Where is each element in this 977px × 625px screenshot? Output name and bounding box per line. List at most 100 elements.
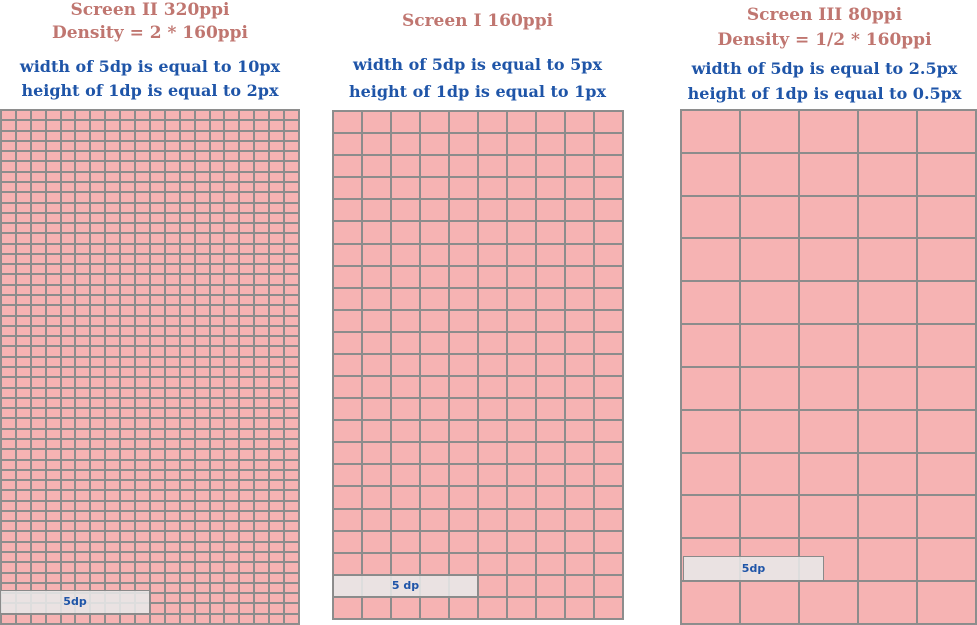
pixel-cell: [917, 452, 976, 496]
pixel-cell: [420, 111, 449, 134]
screen-ii-5dp-bar: 5dp: [0, 590, 150, 614]
pixel-cell: [120, 212, 136, 224]
pixel-cell: [120, 377, 136, 388]
pixel-cell: [45, 315, 61, 326]
pixel-cell: [449, 442, 478, 465]
pixel-cell: [269, 130, 285, 141]
pixel-cell: [391, 243, 420, 266]
pixel-cell: [362, 530, 391, 553]
pixel-cell: [135, 223, 150, 234]
pixel-cell: [149, 202, 165, 213]
pixel-cell: [135, 397, 150, 409]
pixel-cell: [565, 287, 594, 310]
pixel-cell: [60, 449, 76, 460]
pixel-cell: [239, 233, 255, 244]
pixel-cell: [194, 418, 210, 429]
pixel-cell: [254, 428, 270, 439]
pixel-cell: [209, 428, 225, 439]
pixel-cell: [135, 212, 150, 224]
pixel-cell: [420, 199, 449, 222]
pixel-cell: [60, 459, 76, 470]
pixel-cell: [917, 238, 976, 282]
pixel-cell: [194, 449, 210, 460]
pixel-cell: [391, 221, 420, 244]
pixel-cell: [179, 418, 195, 429]
pixel-cell: [239, 120, 255, 131]
pixel-cell: [15, 305, 31, 316]
pixel-cell: [224, 418, 240, 429]
pixel-cell: [478, 199, 507, 222]
pixel-cell: [209, 562, 225, 573]
pixel-cell: [284, 480, 299, 491]
pixel-cell: [209, 366, 225, 378]
pixel-cell: [120, 274, 136, 285]
pixel-cell: [536, 221, 565, 244]
pixel-cell: [149, 562, 165, 573]
pixel-cell: [45, 428, 61, 439]
pixel-cell: [799, 452, 858, 496]
pixel-cell: [362, 376, 391, 399]
pixel-cell: [681, 324, 740, 367]
pixel-cell: [478, 177, 507, 200]
pixel-cell: [60, 305, 76, 316]
pixel-cell: [149, 377, 165, 388]
pixel-cell: [75, 243, 91, 254]
pixel-cell: [239, 418, 255, 429]
pixel-cell: [60, 377, 76, 388]
pixel-cell: [858, 195, 917, 239]
pixel-cell: [224, 233, 240, 244]
pixel-cell: [120, 264, 136, 275]
pixel-cell: [917, 324, 976, 367]
pixel-cell: [15, 572, 31, 583]
pixel-cell: [284, 110, 299, 121]
pixel-cell: [164, 377, 180, 388]
pixel-cell: [917, 409, 976, 453]
pixel-cell: [45, 613, 61, 624]
pixel-cell: [594, 111, 623, 134]
pixel-cell: [799, 495, 858, 539]
pixel-cell: [90, 212, 106, 224]
pixel-cell: [120, 562, 136, 573]
pixel-cell: [120, 613, 136, 624]
pixel-cell: [179, 253, 195, 265]
pixel-cell: [565, 155, 594, 178]
pixel-cell: [75, 233, 91, 244]
pixel-cell: [917, 538, 976, 582]
pixel-cell: [45, 480, 61, 491]
pixel-cell: [149, 356, 165, 367]
pixel-cell: [120, 531, 136, 542]
pixel-cell: [254, 110, 270, 121]
pixel-cell: [224, 181, 240, 193]
pixel-cell: [30, 253, 46, 265]
screen-i-5dp-label: 5 dp: [391, 579, 420, 592]
pixel-cell: [594, 596, 623, 619]
pixel-cell: [391, 442, 420, 465]
pixel-cell: [30, 202, 46, 213]
screen-ii-width-text: width of 5dp is equal to 10px: [19, 57, 281, 76]
pixel-cell: [15, 181, 31, 193]
pixel-cell: [90, 490, 106, 501]
pixel-cell: [284, 192, 299, 203]
pixel-cell: [1, 572, 16, 583]
pixel-cell: [90, 356, 106, 367]
pixel-cell: [239, 325, 255, 337]
pixel-cell: [45, 243, 61, 254]
pixel-cell: [30, 459, 46, 470]
pixel-cell: [60, 562, 76, 573]
pixel-cell: [224, 387, 240, 398]
pixel-cell: [75, 110, 91, 121]
pixel-cell: [164, 613, 180, 624]
pixel-cell: [1, 510, 16, 522]
pixel-cell: [420, 287, 449, 310]
pixel-cell: [179, 305, 195, 316]
pixel-cell: [224, 253, 240, 265]
pixel-cell: [45, 459, 61, 470]
pixel-cell: [194, 397, 210, 409]
pixel-cell: [164, 253, 180, 265]
pixel-cell: [194, 295, 210, 306]
pixel-cell: [194, 480, 210, 491]
pixel-cell: [179, 264, 195, 275]
pixel-cell: [1, 325, 16, 337]
pixel-cell: [194, 490, 210, 501]
pixel-cell: [164, 552, 180, 563]
